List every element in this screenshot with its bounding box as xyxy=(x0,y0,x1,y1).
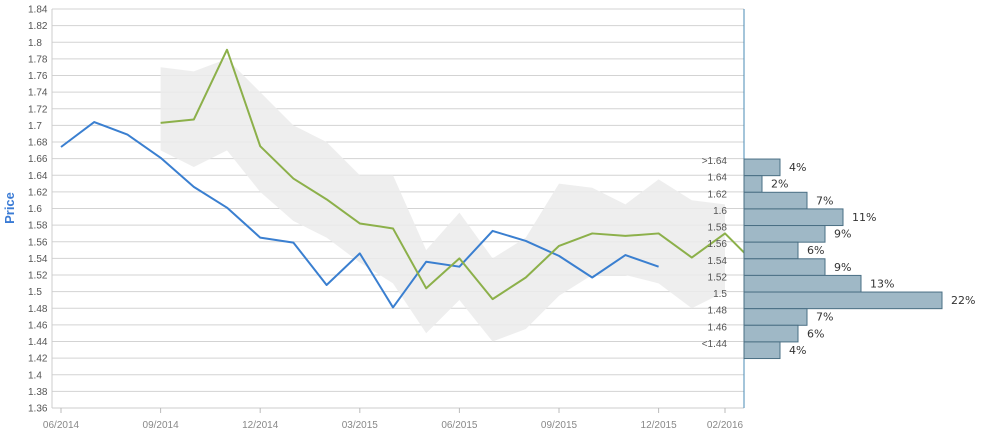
histogram-bar xyxy=(743,175,763,193)
x-tick-label: 12/2015 xyxy=(641,420,678,431)
histogram-bin-label: 1.5 xyxy=(713,289,727,300)
histogram-bin-label: 1.58 xyxy=(708,223,728,234)
histogram-percent-label: 13% xyxy=(870,277,894,290)
histogram-percent-label: 6% xyxy=(807,327,824,340)
y-tick-label: 1.82 xyxy=(28,21,48,32)
histogram-percent-label: 7% xyxy=(816,311,833,324)
x-tick-label: 09/2015 xyxy=(541,420,578,431)
histogram-bar xyxy=(743,225,826,243)
y-tick-label: 1.62 xyxy=(28,187,48,198)
y-axis-label: Price xyxy=(2,192,17,224)
y-tick-label: 1.56 xyxy=(28,237,48,248)
histogram-bin-label: <1.44 xyxy=(702,339,728,350)
x-tick-label: 09/2014 xyxy=(143,420,180,431)
histogram-percent-label: 4% xyxy=(789,344,806,357)
histogram-bar xyxy=(743,158,781,177)
histogram-bar xyxy=(743,208,844,227)
x-tick-label: 12/2014 xyxy=(242,420,279,431)
histogram: >1.64 4% 1.64 2% 1.62 7% 1.6 11% 1.58 9% 1.56 6% 1.5… xyxy=(702,156,975,360)
series-line-1 xyxy=(60,121,659,309)
y-tick-label: 1.68 xyxy=(28,138,48,149)
histogram-bin-label: 1.64 xyxy=(708,173,728,184)
y-tick-label: 1.4 xyxy=(28,370,42,381)
forecast-band-area xyxy=(160,58,726,342)
histogram-bin-label: >1.64 xyxy=(702,156,728,167)
y-tick-label: 1.36 xyxy=(28,404,48,415)
histogram-bin-label: 1.56 xyxy=(708,239,728,250)
y-tick-label: 1.46 xyxy=(28,320,48,331)
histogram-bin-label: 1.52 xyxy=(708,272,728,283)
histogram-bin-label: 1.6 xyxy=(713,206,727,217)
y-tick-label: 1.38 xyxy=(28,387,48,398)
histogram-bar xyxy=(743,308,808,326)
histogram-percent-label: 2% xyxy=(771,178,788,191)
axes: 1.36 1.38 1.4 1.42 1.44 1.46 1.48 1.5 1.52 1.54 1.… xyxy=(28,5,745,431)
x-tick-label: 06/2014 xyxy=(43,420,80,431)
histogram-percent-label: 6% xyxy=(807,244,824,257)
y-tick-label: 1.42 xyxy=(28,354,48,365)
x-tick-label: 03/2015 xyxy=(342,420,379,431)
histogram-bar xyxy=(743,258,826,276)
y-tick-label: 1.84 xyxy=(28,5,48,16)
y-tick-label: 1.72 xyxy=(28,104,48,115)
y-tick-label: 1.6 xyxy=(28,204,42,215)
histogram-bar xyxy=(743,341,781,360)
y-tick-label: 1.66 xyxy=(28,154,48,165)
x-tick-label: 06/2015 xyxy=(441,420,478,431)
histogram-bar xyxy=(743,291,943,310)
histogram-percent-label: 22% xyxy=(951,294,975,307)
y-tick-label: 1.58 xyxy=(28,221,48,232)
y-tick-label: 1.64 xyxy=(28,171,48,182)
y-tick-label: 1.76 xyxy=(28,71,48,82)
y-tick-label: 1.78 xyxy=(28,54,48,65)
y-tick-label: 1.48 xyxy=(28,304,48,315)
x-tick-label: 02/2016 xyxy=(707,420,744,431)
series-lines xyxy=(60,48,759,309)
histogram-bar xyxy=(743,324,799,343)
y-tick-label: 1.8 xyxy=(28,38,42,49)
histogram-bin-label: 1.54 xyxy=(708,256,728,267)
y-tick-label: 1.5 xyxy=(28,287,42,298)
series-line-2 xyxy=(160,48,759,301)
histogram-percent-label: 9% xyxy=(834,261,851,274)
histogram-bin-label: 1.46 xyxy=(708,322,728,333)
histogram-bar xyxy=(743,241,799,260)
forecast-band xyxy=(160,58,726,342)
y-tick-label: 1.74 xyxy=(28,88,48,99)
histogram-bar xyxy=(743,274,862,293)
histogram-percent-label: 4% xyxy=(789,161,806,174)
y-tick-label: 1.44 xyxy=(28,337,48,348)
y-tick-label: 1.7 xyxy=(28,121,42,132)
histogram-bin-label: 1.48 xyxy=(708,306,728,317)
histogram-percent-label: 11% xyxy=(852,211,876,224)
histogram-percent-label: 9% xyxy=(834,228,851,241)
y-tick-label: 1.52 xyxy=(28,271,48,282)
histogram-percent-label: 7% xyxy=(816,194,833,207)
histogram-bin-label: 1.62 xyxy=(708,189,728,200)
histogram-bar xyxy=(743,191,808,210)
y-tick-label: 1.54 xyxy=(28,254,48,265)
